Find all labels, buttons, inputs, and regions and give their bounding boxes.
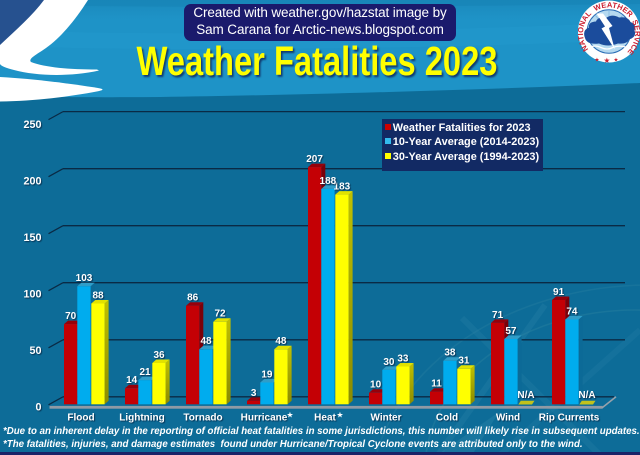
svg-text:207: 207 [306,154,323,165]
svg-text:Rip Currents: Rip Currents [539,413,600,424]
svg-text:N/A: N/A [517,390,534,401]
svg-text:10: 10 [370,380,382,391]
svg-text:91: 91 [553,287,565,298]
svg-text:250: 250 [23,119,41,131]
svg-text:19: 19 [261,369,273,380]
svg-text:31: 31 [458,356,470,367]
svg-text:14: 14 [126,375,138,386]
svg-text:57: 57 [505,326,517,337]
svg-text:50: 50 [29,345,41,357]
svg-text:200: 200 [23,176,41,188]
svg-text:Wind: Wind [496,413,520,424]
svg-text:N/A: N/A [578,390,595,401]
svg-text:48: 48 [200,336,212,347]
svg-text:3: 3 [251,388,257,399]
svg-text:36: 36 [153,350,165,361]
svg-text:100: 100 [23,289,41,301]
svg-text:72: 72 [214,309,226,320]
svg-text:★: ★ [595,57,600,64]
svg-text:Cold: Cold [436,413,458,424]
svg-text:48: 48 [275,336,287,347]
svg-text:86: 86 [187,293,199,304]
svg-text:21: 21 [139,367,151,378]
svg-text:103: 103 [76,273,93,284]
svg-text:74: 74 [566,306,578,317]
svg-text:70: 70 [65,311,77,322]
svg-text:★: ★ [336,410,343,419]
svg-text:0: 0 [35,402,41,414]
svg-text:Flood: Flood [67,413,94,424]
svg-text:183: 183 [334,182,351,193]
svg-text:Hurricane: Hurricane [241,413,288,424]
svg-text:Tornado: Tornado [183,413,222,424]
svg-text:33: 33 [397,353,409,364]
svg-text:Lightning: Lightning [119,413,165,424]
svg-text:30: 30 [383,357,395,368]
svg-text:150: 150 [23,232,41,244]
svg-text:71: 71 [492,310,504,321]
svg-text:88: 88 [92,290,104,301]
svg-text:★: ★ [604,56,611,64]
svg-text:Winter: Winter [370,413,401,424]
svg-text:188: 188 [320,176,337,187]
svg-text:11: 11 [431,379,442,390]
svg-text:38: 38 [444,348,456,359]
svg-text:Heat: Heat [314,413,336,424]
svg-text:★: ★ [614,57,619,64]
svg-text:★: ★ [286,410,293,419]
